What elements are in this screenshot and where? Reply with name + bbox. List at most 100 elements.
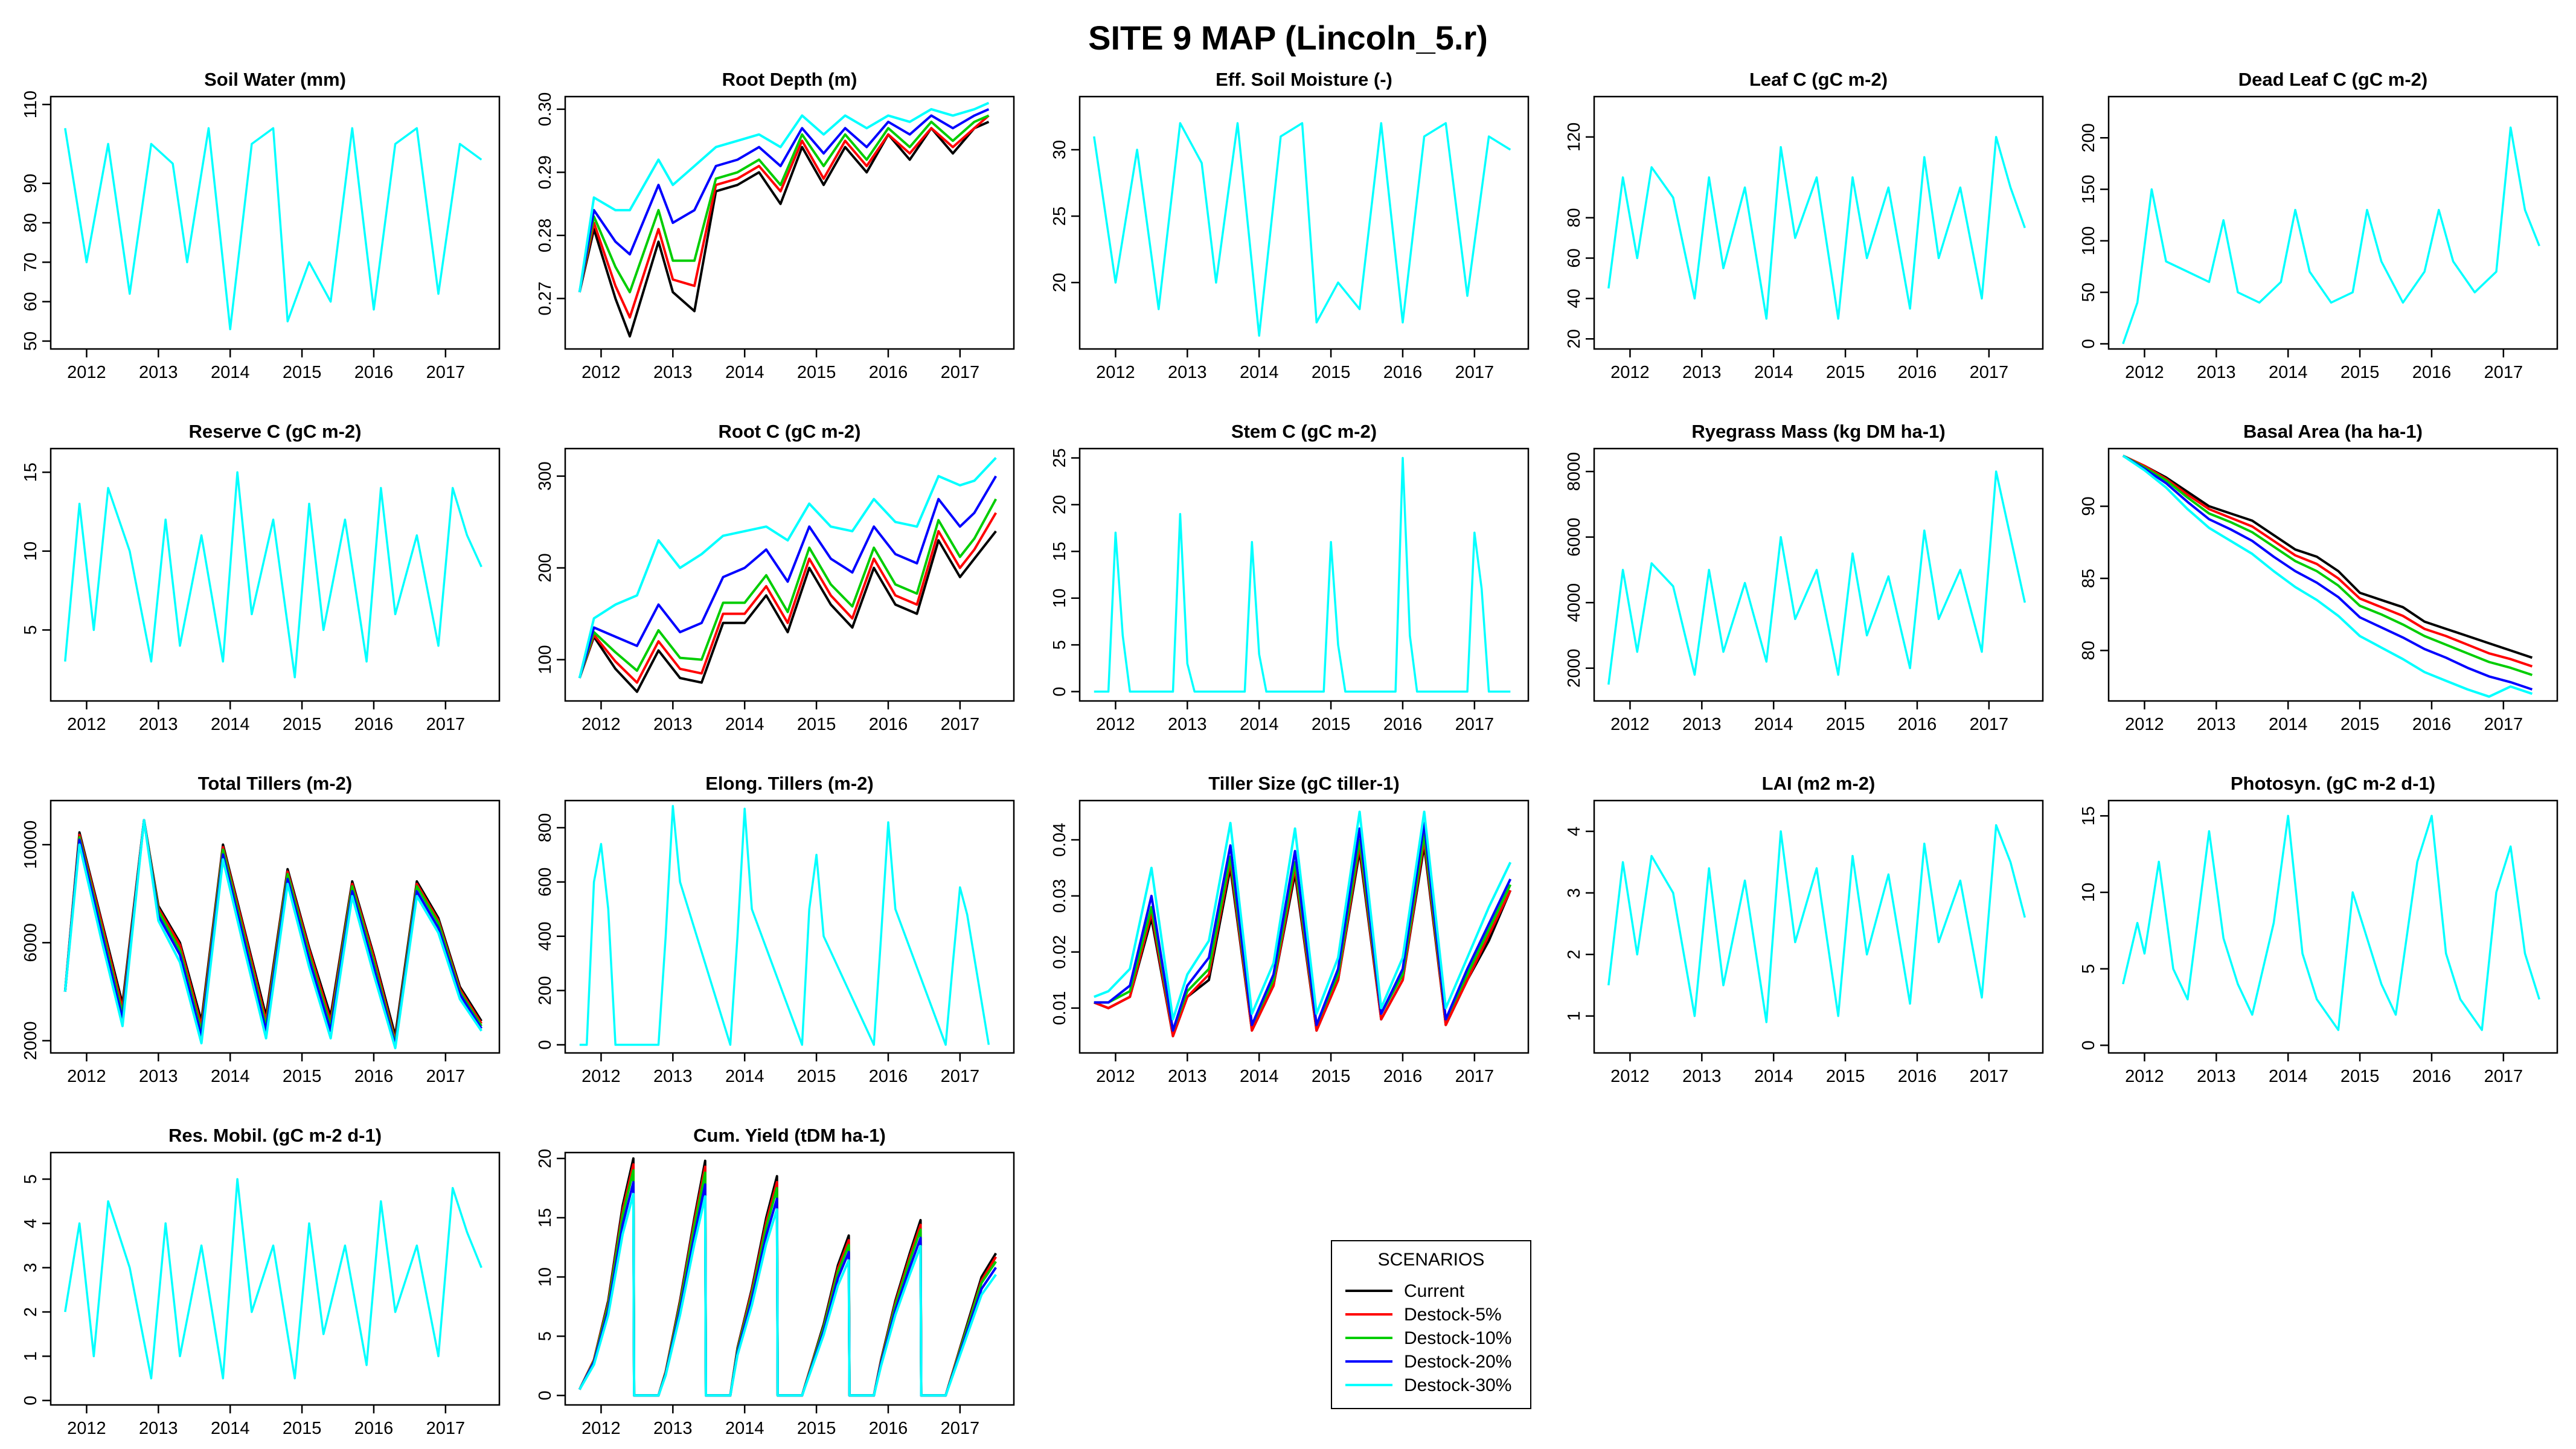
y-tick-label: 70	[21, 252, 40, 272]
x-tick-label: 2016	[354, 715, 394, 734]
x-tick-label: 2017	[1455, 1067, 1495, 1086]
x-tick-label: 2015	[1312, 363, 1351, 382]
y-tick-label: 200	[2079, 123, 2098, 152]
x-tick-label: 2012	[582, 363, 621, 382]
series-group	[1094, 810, 1512, 1038]
x-tick-label: 2016	[2412, 363, 2452, 382]
panel-total-tillers-m-2: Total Tillers (m-2) 2012 2013 2014 2015 2016 2…	[21, 773, 501, 1086]
y-tick-label: 6000	[1565, 517, 1584, 557]
panel-root-depth-m: Root Depth (m) 2012 2013 2014 2015 2016 2017 0.…	[536, 69, 1015, 382]
x-tick-label: 2017	[1455, 715, 1495, 734]
x-tick-label: 2015	[797, 363, 836, 382]
series-line	[578, 512, 998, 684]
y-tick-label: 5	[2079, 964, 2098, 974]
x-tick-label: 2014	[1754, 1067, 1793, 1086]
series-group	[1607, 824, 2026, 1023]
series-line	[1094, 810, 1512, 1021]
panel-title: Soil Water (mm)	[204, 69, 346, 90]
x-tick-label: 2013	[1168, 1067, 1207, 1086]
series-line	[2122, 455, 2533, 659]
x-tick-label: 2013	[653, 363, 693, 382]
x-tick-label: 2012	[67, 1419, 106, 1438]
series-group	[64, 127, 482, 331]
x-tick-label: 2014	[1754, 363, 1793, 382]
y-tick-label: 0	[536, 1040, 555, 1049]
x-tick-label: 2014	[2269, 1067, 2308, 1086]
plot-frame	[2107, 95, 2558, 350]
x-tick-label: 2015	[797, 1067, 836, 1086]
y-tick-label: 0.04	[1050, 823, 1069, 857]
panel-leaf-c-gc-m-2: Leaf C (gC m-2) 2012 2013 2014 2015 2016 2017 2…	[1565, 69, 2044, 382]
series-line	[1094, 456, 1511, 693]
series-line	[2122, 455, 2533, 676]
y-tick-label: 0	[2079, 1040, 2098, 1050]
x-tick-label: 2016	[869, 1067, 908, 1086]
x-tick-label: 2015	[797, 715, 836, 734]
y-tick-label: 100	[2079, 226, 2098, 255]
y-tick-label: 0	[2079, 339, 2098, 348]
panel-cum-yield-tdm-ha-1: Cum. Yield (tDM ha-1)2012 2013 2014 2015 201…	[536, 1125, 1015, 1438]
y-tick-label: 0.30	[536, 92, 555, 126]
figure-title: SITE 9 MAP (Lincoln_5.r)	[1088, 19, 1488, 57]
x-tick-label: 2015	[1312, 1067, 1351, 1086]
y-tick-label: 0.29	[536, 155, 555, 189]
panel-res-mobil-gc-m-2-d-1: Res. Mobil. (gC m-2 d-1)2012 2013 2014 2015…	[21, 1125, 501, 1438]
series-line	[578, 1181, 997, 1397]
y-tick-label: 800	[536, 813, 555, 842]
x-tick-label: 2012	[582, 1419, 621, 1438]
y-tick-label: 4000	[1565, 583, 1584, 622]
y-tick-label: 3	[1565, 888, 1584, 898]
series-group	[578, 1157, 998, 1397]
x-tick-label: 2015	[1826, 715, 1865, 734]
series-line	[578, 456, 997, 679]
plot-frame	[50, 799, 501, 1054]
panel-title: LAI (m2 m-2)	[1762, 773, 1876, 794]
y-tick-label: 120	[1565, 123, 1584, 152]
y-tick-label: 25	[1050, 206, 1069, 226]
series-line	[578, 530, 997, 693]
y-tick-label: 4	[21, 1218, 40, 1228]
x-tick-label: 2016	[354, 1067, 394, 1086]
panels: Soil Water (mm) 2012 2013 2014 2015 2016 2017 5…	[21, 69, 2558, 1438]
x-tick-label: 2013	[139, 1067, 178, 1086]
x-tick-label: 2012	[67, 715, 106, 734]
panel-root-c-gc-m-2: Root C (gC m-2) 2012 2013 2014 2015 2016 2017 1…	[536, 421, 1015, 734]
x-tick-label: 2015	[1826, 1067, 1865, 1086]
panel-title: Total Tillers (m-2)	[198, 773, 353, 794]
x-tick-label: 2013	[2197, 715, 2236, 734]
series-line	[578, 108, 990, 293]
x-tick-label: 2016	[1898, 363, 1937, 382]
x-tick-label: 2012	[2125, 363, 2164, 382]
legend-entry-destock-30: Destock-30%	[1345, 1375, 1511, 1395]
y-tick-label: 600	[536, 868, 555, 897]
legend-label: Current	[1404, 1281, 1465, 1301]
series-line	[578, 114, 990, 293]
panel-elong-tillers-m-2: Elong. Tillers (m-2) 2012 2013 2014 2015 2016…	[536, 773, 1015, 1086]
series-group	[63, 819, 482, 1049]
x-tick-label: 2016	[1898, 1067, 1937, 1086]
x-tick-label: 2014	[2269, 363, 2308, 382]
series-line	[2122, 455, 2533, 698]
y-tick-label: 0.28	[536, 219, 555, 252]
y-tick-label: 5	[21, 1174, 40, 1184]
panel-tiller-size-gc-tiller-1: Tiller Size (gC tiller-1) 2012 2013 2014 201…	[1050, 773, 1530, 1086]
x-tick-label: 2014	[725, 1067, 764, 1086]
plot-frame	[2107, 447, 2558, 702]
y-tick-label: 15	[21, 462, 40, 482]
panel-title: Stem C (gC m-2)	[1231, 421, 1377, 442]
x-tick-label: 2012	[1096, 1067, 1135, 1086]
series-line	[578, 1157, 998, 1397]
x-tick-label: 2012	[1610, 363, 1650, 382]
series-group	[1607, 136, 2026, 320]
x-tick-label: 2013	[1682, 1067, 1722, 1086]
y-tick-label: 0	[1050, 686, 1069, 696]
y-tick-label: 200	[536, 553, 555, 582]
y-tick-label: 50	[21, 331, 40, 351]
x-tick-label: 2015	[1312, 715, 1351, 734]
series-line	[63, 819, 482, 1044]
x-tick-label: 2014	[725, 363, 764, 382]
y-tick-label: 10	[1050, 589, 1069, 608]
x-tick-label: 2017	[2484, 715, 2523, 734]
panel-title: Cum. Yield (tDM ha-1)	[693, 1125, 886, 1146]
x-tick-label: 2014	[211, 363, 250, 382]
